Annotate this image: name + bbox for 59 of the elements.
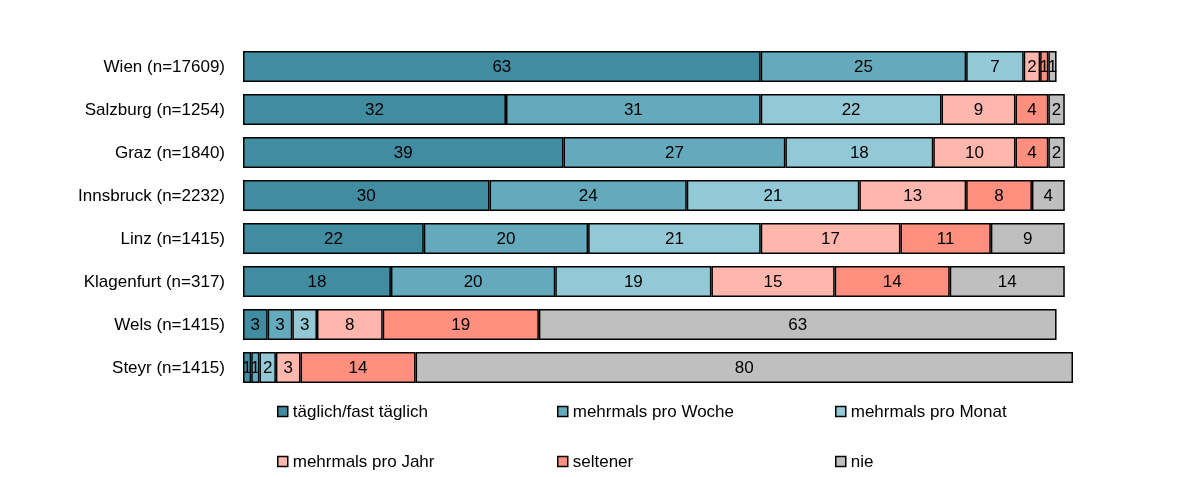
data-label: 27 <box>664 143 684 162</box>
y-tick-label: Wien (n=17609) <box>103 57 225 76</box>
legend-label: mehrmals pro Woche <box>572 402 734 421</box>
y-tick-label: Wels (n=1415) <box>114 315 225 334</box>
data-label: 13 <box>903 186 923 205</box>
data-label: 63 <box>492 57 512 76</box>
data-label: 9 <box>1023 229 1033 248</box>
data-label: 10 <box>964 143 984 162</box>
data-label: 4 <box>1027 100 1037 119</box>
data-label: 9 <box>973 100 984 119</box>
data-label: 19 <box>623 272 643 291</box>
data-label: 20 <box>496 229 516 248</box>
legend-label: nie <box>850 452 874 471</box>
data-label: 11 <box>936 229 955 248</box>
data-label: 2 <box>1027 57 1037 76</box>
data-label: 22 <box>841 100 861 119</box>
data-label: 3 <box>283 358 293 377</box>
data-label: 30 <box>356 186 376 205</box>
data-label: 32 <box>365 100 384 119</box>
y-tick-label: Salzburg (n=1254) <box>84 100 225 119</box>
data-label: 8 <box>994 186 1004 205</box>
data-label: 39 <box>393 143 413 162</box>
data-label: 25 <box>853 57 873 76</box>
data-label: 63 <box>788 315 808 334</box>
data-label: 2 <box>1051 143 1062 162</box>
data-label: 4 <box>1043 186 1054 205</box>
data-label: 80 <box>734 358 754 377</box>
data-label: 21 <box>763 186 783 205</box>
y-tick-label: Klagenfurt (n=317) <box>83 272 225 291</box>
legend-label: seltener <box>572 452 634 471</box>
data-label: 18 <box>849 143 869 162</box>
legend-label: mehrmals pro Jahr <box>292 452 435 471</box>
data-label: 3 <box>250 315 261 334</box>
data-label: 3 <box>275 315 285 334</box>
data-label: 19 <box>451 315 471 334</box>
data-label: 4 <box>1027 143 1037 162</box>
y-tick-label: Innsbruck (n=2232) <box>78 186 225 205</box>
y-tick-label: Graz (n=1840) <box>114 143 225 162</box>
data-label: 1 <box>242 358 252 377</box>
data-label: 18 <box>307 272 327 291</box>
data-label: 2 <box>262 358 273 377</box>
data-label: 14 <box>348 358 368 377</box>
data-label: 14 <box>997 272 1017 291</box>
data-label: 8 <box>345 315 355 334</box>
legend-label: täglich/fast täglich <box>292 402 428 421</box>
data-label: 15 <box>763 272 783 291</box>
data-label: 7 <box>990 57 1000 76</box>
data-label: 2 <box>1051 100 1062 119</box>
data-label: 14 <box>882 272 902 291</box>
data-label: 17 <box>821 229 841 248</box>
data-label: 21 <box>664 229 684 248</box>
data-label: 24 <box>578 186 598 205</box>
data-label: 3 <box>299 315 310 334</box>
legend-label: mehrmals pro Monat <box>850 402 1007 421</box>
data-label: 22 <box>323 229 343 248</box>
y-tick-label: Linz (n=1415) <box>120 229 225 248</box>
y-tick-label: Steyr (n=1415) <box>112 358 225 377</box>
data-label: 20 <box>463 272 483 291</box>
data-label: 31 <box>623 100 643 119</box>
